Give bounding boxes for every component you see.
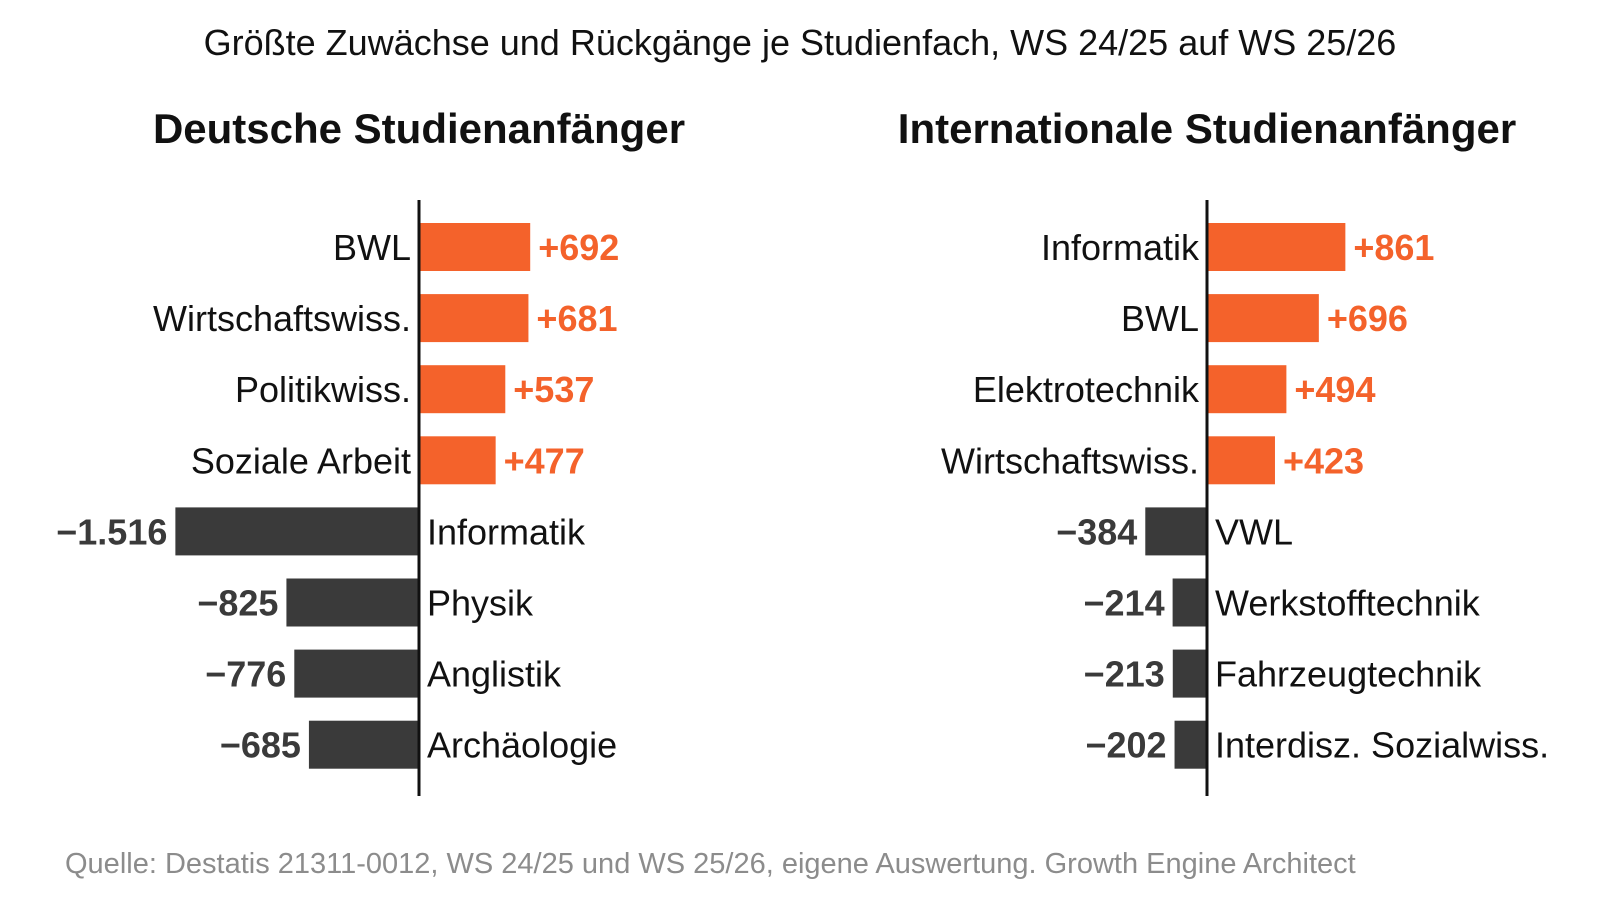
category-label-deutsche-5: Physik	[427, 583, 534, 624]
value-label-deutsche-5: −825	[197, 583, 278, 624]
category-label-deutsche-7: Archäologie	[427, 725, 617, 766]
category-label-international-1: BWL	[1121, 298, 1199, 339]
value-label-international-4: −384	[1056, 511, 1137, 552]
bar-international-5	[1172, 578, 1207, 627]
category-label-deutsche-3: Soziale Arbeit	[191, 440, 411, 481]
bar-international-7	[1174, 720, 1207, 769]
category-label-international-7: Interdisz. Sozialwiss.	[1215, 725, 1549, 766]
category-label-international-6: Fahrzeugtechnik	[1215, 654, 1482, 695]
category-label-deutsche-0: BWL	[333, 227, 411, 268]
bar-deutsche-0	[419, 223, 531, 271]
value-label-deutsche-7: −685	[220, 725, 301, 766]
category-label-international-4: VWL	[1215, 511, 1293, 552]
bar-deutsche-2	[419, 365, 506, 414]
bar-deutsche-6	[294, 649, 419, 698]
category-label-international-2: Elektrotechnik	[973, 369, 1200, 410]
bar-international-6	[1172, 649, 1207, 698]
category-label-international-3: Wirtschaftswiss.	[941, 440, 1199, 481]
bar-international-1	[1207, 294, 1319, 343]
page-title: Größte Zuwächse und Rückgänge je Studien…	[203, 22, 1397, 63]
value-label-international-7: −202	[1085, 725, 1166, 766]
bar-deutsche-1	[419, 294, 529, 343]
value-label-international-3: +423	[1283, 440, 1364, 481]
value-label-international-6: −213	[1084, 654, 1165, 695]
category-label-deutsche-1: Wirtschaftswiss.	[153, 298, 411, 339]
bar-deutsche-5	[286, 578, 419, 627]
value-label-international-0: +861	[1353, 227, 1434, 268]
category-label-international-0: Informatik	[1041, 227, 1200, 268]
bar-deutsche-3	[419, 436, 496, 485]
value-label-deutsche-1: +681	[536, 298, 617, 339]
value-label-deutsche-6: −776	[205, 654, 286, 695]
bar-international-4	[1145, 507, 1207, 556]
category-label-deutsche-6: Anglistik	[427, 654, 562, 695]
category-label-deutsche-2: Politikwiss.	[235, 369, 411, 410]
category-label-deutsche-4: Informatik	[427, 511, 586, 552]
bar-deutsche-7	[308, 720, 419, 769]
category-label-international-5: Werkstofftechnik	[1215, 583, 1481, 624]
value-label-international-5: −214	[1084, 583, 1165, 624]
bar-international-0	[1207, 223, 1346, 271]
value-label-deutsche-0: +692	[538, 227, 619, 268]
bar-international-3	[1207, 436, 1275, 485]
panel-title-international: Internationale Studienanfänger	[898, 105, 1516, 152]
value-label-deutsche-4: −1.516	[56, 511, 167, 552]
value-label-deutsche-2: +537	[513, 369, 594, 410]
value-label-deutsche-3: +477	[504, 440, 585, 481]
source-note: Quelle: Destatis 21311-0012, WS 24/25 un…	[65, 848, 1356, 880]
value-label-international-1: +696	[1327, 298, 1408, 339]
bar-deutsche-4	[175, 507, 419, 556]
panel-title-deutsche: Deutsche Studienanfänger	[153, 105, 685, 152]
bar-international-2	[1207, 365, 1287, 414]
value-label-international-2: +494	[1294, 369, 1375, 410]
